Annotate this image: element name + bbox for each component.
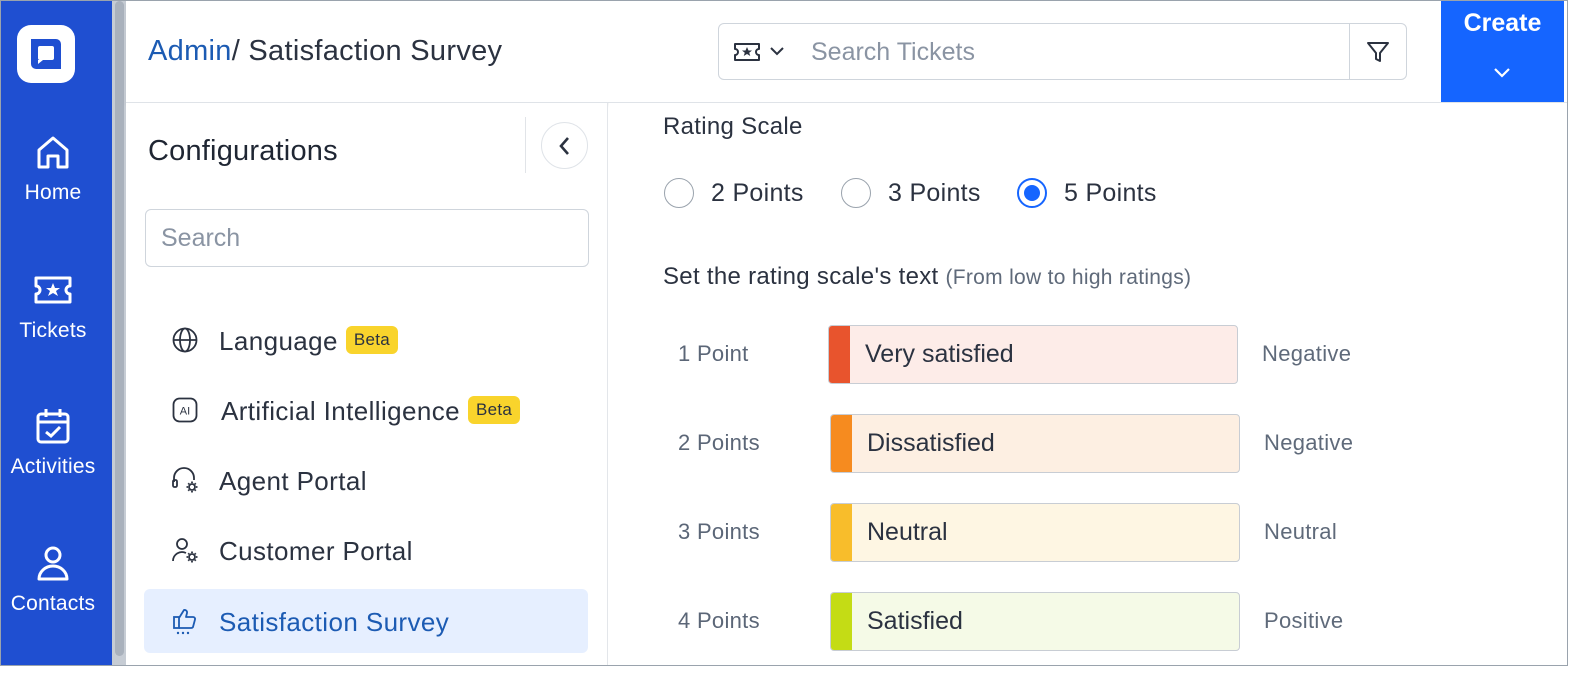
rating-row: 4 Points Positive [609,592,1567,652]
breadcrumb-admin-link[interactable]: Admin [148,35,232,67]
rating-point-label: 2 Points [678,430,760,455]
rating-text-field [828,325,1238,384]
config-item-satisfaction-survey[interactable]: Satisfaction Survey [144,589,588,653]
rating-color-bar [831,593,852,650]
thumbs-up-icon [173,609,196,635]
top-header: Admin/ Satisfaction Survey Create [126,1,1567,103]
nav-contacts-label: Contacts [10,592,96,615]
rating-sentiment: Neutral [1264,519,1338,544]
config-item-language[interactable]: Language Beta [144,308,588,372]
nav-activities[interactable]: Activities [1,405,105,479]
calendar-check-icon [36,409,70,444]
config-item-artificial-intelligence[interactable]: AI Artificial Intelligence Beta [144,378,588,442]
config-item-label: Satisfaction Survey [219,607,450,637]
rating-row: 3 Points Neutral [609,503,1567,563]
breadcrumb: Admin/ Satisfaction Survey [148,35,502,68]
ticket-search-box [718,23,1407,80]
rating-color-bar [829,326,850,383]
ticket-icon [734,43,784,61]
config-item-label: Language [219,326,338,356]
rating-sentiment: Negative [1262,341,1352,366]
rating-text-field [830,414,1240,473]
filter-button[interactable] [1349,24,1406,79]
rating-text-input[interactable] [852,504,1239,561]
ai-icon: AI [172,397,198,423]
config-search-input[interactable] [161,221,571,255]
configurations-title: Configurations [148,135,338,167]
radio-circle[interactable] [1017,178,1047,208]
nav-scrollbar[interactable] [112,1,126,665]
rating-color-bar [831,415,852,472]
config-item-label: Agent Portal [219,466,367,496]
rating-color-bar [831,504,852,561]
nav-activities-label: Activities [10,455,96,478]
scale-text-heading: Set the rating scale's text (From low to… [663,263,1191,291]
nav-tickets-label: Tickets [19,319,87,342]
home-icon [37,136,69,169]
user-gear-icon [172,538,198,563]
breadcrumb-current: / Satisfaction Survey [231,35,503,67]
rating-text-input[interactable] [852,593,1239,650]
rating-point-label: 4 Points [678,608,760,633]
left-nav: Home Tickets Activities Co [1,1,112,665]
ticket-search-input[interactable] [811,34,1341,70]
scale-text-title: Set the rating scale's text [663,263,939,290]
rating-text-input[interactable] [850,326,1237,383]
nav-tickets[interactable]: Tickets [1,269,105,343]
rating-sentiment: Positive [1264,608,1344,633]
nav-contacts[interactable]: Contacts [1,542,105,616]
config-item-customer-portal[interactable]: Customer Portal [144,518,588,582]
config-item-agent-portal[interactable]: Agent Portal [144,448,588,512]
ticket-icon [34,276,72,304]
rating-point-label: 3 Points [678,519,760,544]
rating-text-field [830,592,1240,651]
nav-home-label: Home [24,181,82,204]
rating-sentiment: Negative [1264,430,1354,455]
radio-label: 5 Points [1064,179,1157,207]
config-search-box [145,209,589,267]
scrollbar-thumb[interactable] [115,1,124,656]
nav-home[interactable]: Home [1,131,105,205]
rating-row: 1 Point Negative [609,325,1567,385]
radio-label: 3 Points [888,179,981,207]
app-logo[interactable] [17,25,75,83]
chevron-down-icon [1494,68,1510,78]
satisfaction-survey-content: Rating Scale 2 Points 3 Points 5 Points … [609,103,1567,665]
create-button-label: Create [1463,9,1542,37]
ticket-type-dropdown[interactable] [731,36,793,68]
config-item-label: Customer Portal [219,536,413,566]
globe-icon [172,327,198,353]
filter-icon [1367,42,1389,62]
rating-point-label: 1 Point [678,341,749,366]
headset-gear-icon [172,467,198,493]
divider [525,117,526,173]
rating-row: 2 Points Negative [609,414,1567,474]
user-icon [37,546,69,581]
beta-badge: Beta [345,326,399,355]
radio-circle[interactable] [841,178,871,208]
config-item-label: Artificial Intelligence [221,396,460,426]
app-window: Home Tickets Activities Co [0,0,1568,666]
rating-scale-label: Rating Scale [663,113,803,140]
scale-text-subtitle: (From low to high ratings) [945,266,1192,289]
logo-icon [31,39,61,69]
collapse-panel-button[interactable] [541,122,588,169]
svg-text:AI: AI [180,406,190,418]
rating-text-input[interactable] [852,415,1239,472]
beta-badge: Beta [467,396,521,425]
rating-text-field [830,503,1240,562]
chevron-left-icon [559,137,569,155]
radio-label: 2 Points [711,179,804,207]
radio-circle[interactable] [664,178,694,208]
create-button[interactable]: Create [1441,1,1564,102]
